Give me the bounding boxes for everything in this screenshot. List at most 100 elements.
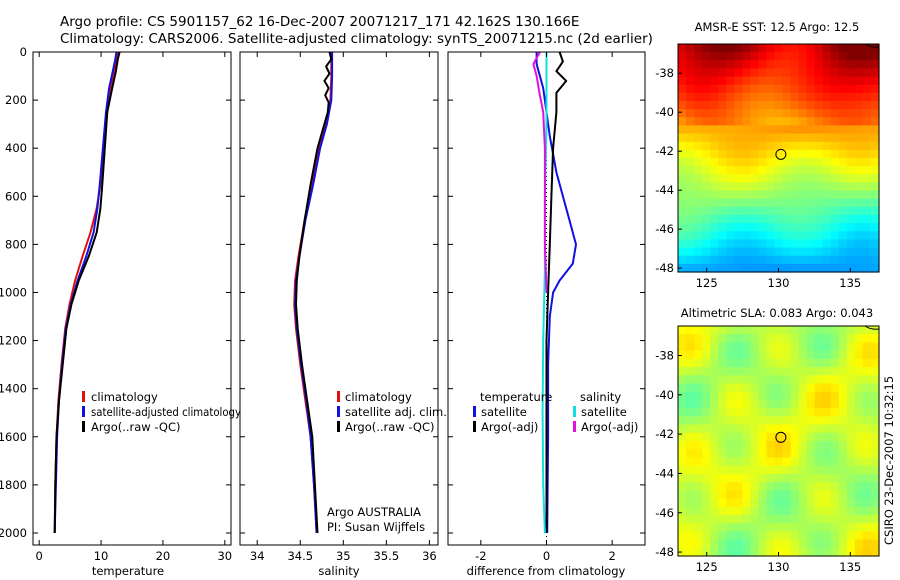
map-cell: [766, 326, 776, 335]
map-cell: [854, 44, 864, 53]
map-cell: [750, 125, 759, 135]
map-cell: [694, 141, 703, 151]
map-cell: [814, 408, 824, 417]
map-cell: [798, 441, 808, 450]
map-cell: [750, 358, 759, 368]
map-cell: [806, 44, 816, 53]
map-cell: [758, 92, 768, 102]
map-cell: [710, 408, 719, 417]
map-cell: [774, 92, 784, 102]
map-cell: [702, 141, 711, 151]
map-cell: [870, 101, 880, 110]
x-tick-label: 125: [696, 560, 718, 574]
map-cell: [758, 125, 768, 135]
map-cell: [822, 182, 832, 192]
series-line-argo-raw-qc-: [295, 51, 333, 534]
map-cell: [798, 182, 808, 192]
map-cell: [798, 408, 808, 417]
map-cell: [798, 223, 808, 232]
map-cell: [734, 117, 743, 127]
map-cell: [830, 547, 840, 557]
x-tick-label: 34: [250, 549, 265, 563]
map-cell: [694, 383, 703, 393]
map-cell: [702, 68, 711, 78]
map-cell: [854, 391, 864, 401]
legend-swatch-sal-argo: [573, 421, 576, 432]
map-cell: [718, 391, 727, 401]
map-cell: [862, 60, 872, 70]
map-cell: [678, 198, 687, 208]
map-cell: [830, 473, 840, 483]
map-cell: [734, 223, 743, 232]
map-cell: [822, 416, 832, 426]
map-cell: [830, 52, 840, 61]
map-cell: [694, 498, 703, 508]
map-cell: [854, 158, 864, 167]
map-cell: [854, 215, 864, 224]
map-cell: [814, 174, 824, 184]
map-cell: [774, 76, 784, 86]
map-cell: [718, 547, 727, 557]
map-cell: [822, 350, 832, 360]
map-cell: [806, 101, 816, 110]
title-line-2: Climatology: CARS2006. Satellite-adjuste…: [60, 31, 653, 47]
map-cell: [782, 231, 792, 241]
map-cell: [790, 92, 800, 102]
map-cell: [742, 523, 751, 532]
map-cell: [766, 166, 776, 175]
y-tick-label: -46: [655, 506, 674, 520]
map-cell: [702, 158, 711, 167]
map-cell: [702, 473, 711, 483]
map-cell: [862, 215, 872, 224]
map-cell: [854, 416, 864, 426]
map-cell: [862, 84, 872, 94]
map-cell: [686, 60, 695, 70]
map-cell: [734, 367, 743, 376]
map-cell: [734, 231, 743, 241]
map-cell: [838, 182, 848, 192]
map-cell: [726, 109, 735, 118]
map-cell: [742, 190, 751, 200]
map-cell: [854, 52, 864, 61]
map-cell: [814, 399, 824, 409]
map-cell: [710, 424, 719, 434]
map-cell: [702, 92, 711, 102]
map-cell: [702, 125, 711, 135]
map-cell: [766, 523, 776, 532]
map-cell: [830, 367, 840, 376]
map-cell: [806, 182, 816, 192]
map-cell: [694, 44, 703, 53]
map-cell: [734, 263, 743, 273]
map-cell: [774, 166, 784, 175]
map-cell: [774, 326, 784, 335]
map-cell: [718, 174, 727, 184]
map-cell: [846, 506, 856, 516]
map-cell: [838, 441, 848, 450]
map-cell: [710, 375, 719, 385]
map-cell: [694, 539, 703, 549]
map-cell: [782, 531, 792, 541]
map-cell: [718, 92, 727, 102]
map-cell: [774, 255, 784, 265]
map-cell: [726, 506, 735, 516]
map-cell: [766, 490, 776, 500]
map-cell: [806, 84, 816, 94]
map-cell: [782, 141, 792, 151]
map-cell: [710, 223, 719, 232]
sst-map-title: AMSR-E SST: 12.5 Argo: 12.5: [695, 20, 860, 34]
map-cell: [774, 523, 784, 532]
map-cell: [822, 158, 832, 167]
map-cell: [806, 52, 816, 61]
map-cell: [806, 490, 816, 500]
map-cell: [758, 432, 768, 442]
y-tick-label: -40: [655, 388, 674, 402]
map-cell: [726, 44, 735, 53]
map-cell: [782, 206, 792, 216]
map-cell: [862, 367, 872, 376]
map-cell: [798, 531, 808, 541]
map-cell: [798, 457, 808, 467]
map-cell: [734, 457, 743, 467]
map-cell: [782, 92, 792, 102]
map-cell: [694, 125, 703, 135]
map-cell: [774, 223, 784, 232]
